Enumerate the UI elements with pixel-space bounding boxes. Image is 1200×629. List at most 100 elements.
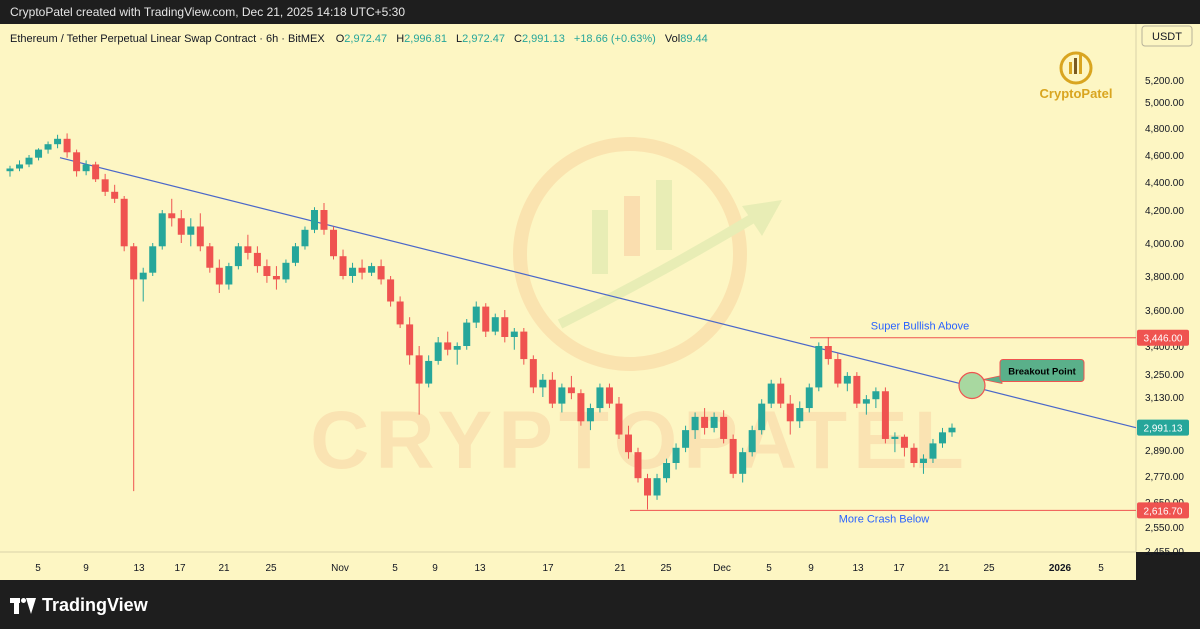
candle xyxy=(701,408,709,435)
time-tick-label: 25 xyxy=(983,563,995,574)
candle xyxy=(244,234,252,260)
candle-body xyxy=(482,306,490,332)
candle-body xyxy=(387,279,395,302)
candle-body xyxy=(453,346,461,350)
candle-body xyxy=(92,164,100,180)
time-tick-label: 9 xyxy=(432,563,438,574)
tradingview-logo[interactable]: TradingView xyxy=(10,595,148,616)
candle-body xyxy=(310,210,318,230)
price-tick-label: 2,890.00 xyxy=(1145,446,1184,457)
candle-body xyxy=(368,266,376,273)
candle-body xyxy=(910,447,918,463)
candle-body xyxy=(301,229,309,247)
candle xyxy=(843,372,851,392)
candle xyxy=(748,425,756,457)
candle-body xyxy=(406,324,414,356)
candle xyxy=(653,473,661,500)
candle xyxy=(900,434,908,457)
candle-body xyxy=(225,266,233,285)
time-tick-label: 21 xyxy=(614,563,626,574)
candle xyxy=(767,379,775,409)
candle xyxy=(92,161,100,182)
price-tick-label: 2,770.00 xyxy=(1145,472,1184,483)
candle-body xyxy=(701,416,709,428)
candle xyxy=(387,276,395,307)
candle-body xyxy=(577,393,585,422)
time-axis-background xyxy=(0,552,1136,580)
time-tick-label: 5 xyxy=(35,563,41,574)
candle xyxy=(644,473,652,510)
candle xyxy=(463,319,471,350)
candle-body xyxy=(149,246,157,273)
candle-body xyxy=(672,447,680,463)
candle-body xyxy=(558,387,566,404)
price-tag xyxy=(1137,419,1189,436)
legend-close-label: C xyxy=(514,33,522,45)
candle xyxy=(586,403,594,431)
candle-body xyxy=(177,218,185,235)
candle-body xyxy=(330,229,338,257)
candle-body xyxy=(272,276,280,280)
candle-body xyxy=(25,157,33,165)
candle xyxy=(130,243,138,492)
candle xyxy=(282,259,290,283)
candle xyxy=(824,337,832,365)
candle-body xyxy=(158,213,166,247)
candle xyxy=(881,387,889,444)
currency-box[interactable] xyxy=(1141,25,1193,47)
candle-body xyxy=(215,267,223,285)
candle xyxy=(948,423,956,437)
candle-body xyxy=(54,138,62,145)
candle xyxy=(225,262,233,290)
price-tick-label: 4,000.00 xyxy=(1145,239,1184,250)
candle-body xyxy=(834,359,842,384)
candle xyxy=(834,353,842,388)
candle xyxy=(548,372,556,409)
candle xyxy=(396,296,404,328)
breakout-circle xyxy=(958,371,986,400)
candle xyxy=(919,454,927,474)
candle-body xyxy=(682,430,690,448)
candle-body xyxy=(653,478,661,496)
candle xyxy=(196,213,204,252)
candle xyxy=(862,395,870,415)
candle-body xyxy=(291,246,299,263)
candle xyxy=(358,259,366,280)
candle xyxy=(672,443,680,470)
candle xyxy=(310,207,318,234)
price-tag xyxy=(1137,502,1189,519)
tradingview-brand-text: TradingView xyxy=(42,595,148,615)
candle-body xyxy=(586,408,594,422)
candle xyxy=(425,355,433,388)
candle xyxy=(682,425,690,453)
time-tick-label: Nov xyxy=(331,563,349,574)
candle xyxy=(120,196,128,252)
candle xyxy=(406,317,414,365)
candle-body xyxy=(567,387,575,394)
candle xyxy=(605,383,613,409)
candle-body xyxy=(111,191,119,199)
legend-high-label: H xyxy=(396,33,404,45)
candle xyxy=(520,328,528,365)
candle xyxy=(434,337,442,365)
price-tag-label: 3,446.00 xyxy=(1144,334,1183,345)
candle-body xyxy=(501,317,509,337)
candle-body xyxy=(63,138,71,153)
candle-body xyxy=(739,452,747,474)
watermark-ring xyxy=(513,137,747,371)
candle xyxy=(263,259,271,283)
candle xyxy=(872,387,880,409)
candle-body xyxy=(634,452,642,479)
candle-body xyxy=(872,391,880,400)
candle-body xyxy=(862,399,870,404)
candle xyxy=(206,243,214,273)
price-tick-label: 3,600.00 xyxy=(1145,306,1184,317)
candle-body xyxy=(548,379,556,404)
candle xyxy=(482,303,490,337)
time-tick-label: 5 xyxy=(1098,563,1104,574)
chart-canvas[interactable]: CRYPTOPATEL CryptoPatel 5,200.005,000.00… xyxy=(0,24,1200,580)
time-tick-label: 13 xyxy=(474,563,486,574)
candle-body xyxy=(853,375,861,404)
candle xyxy=(44,141,52,154)
tradingview-mark-icon xyxy=(10,597,36,614)
